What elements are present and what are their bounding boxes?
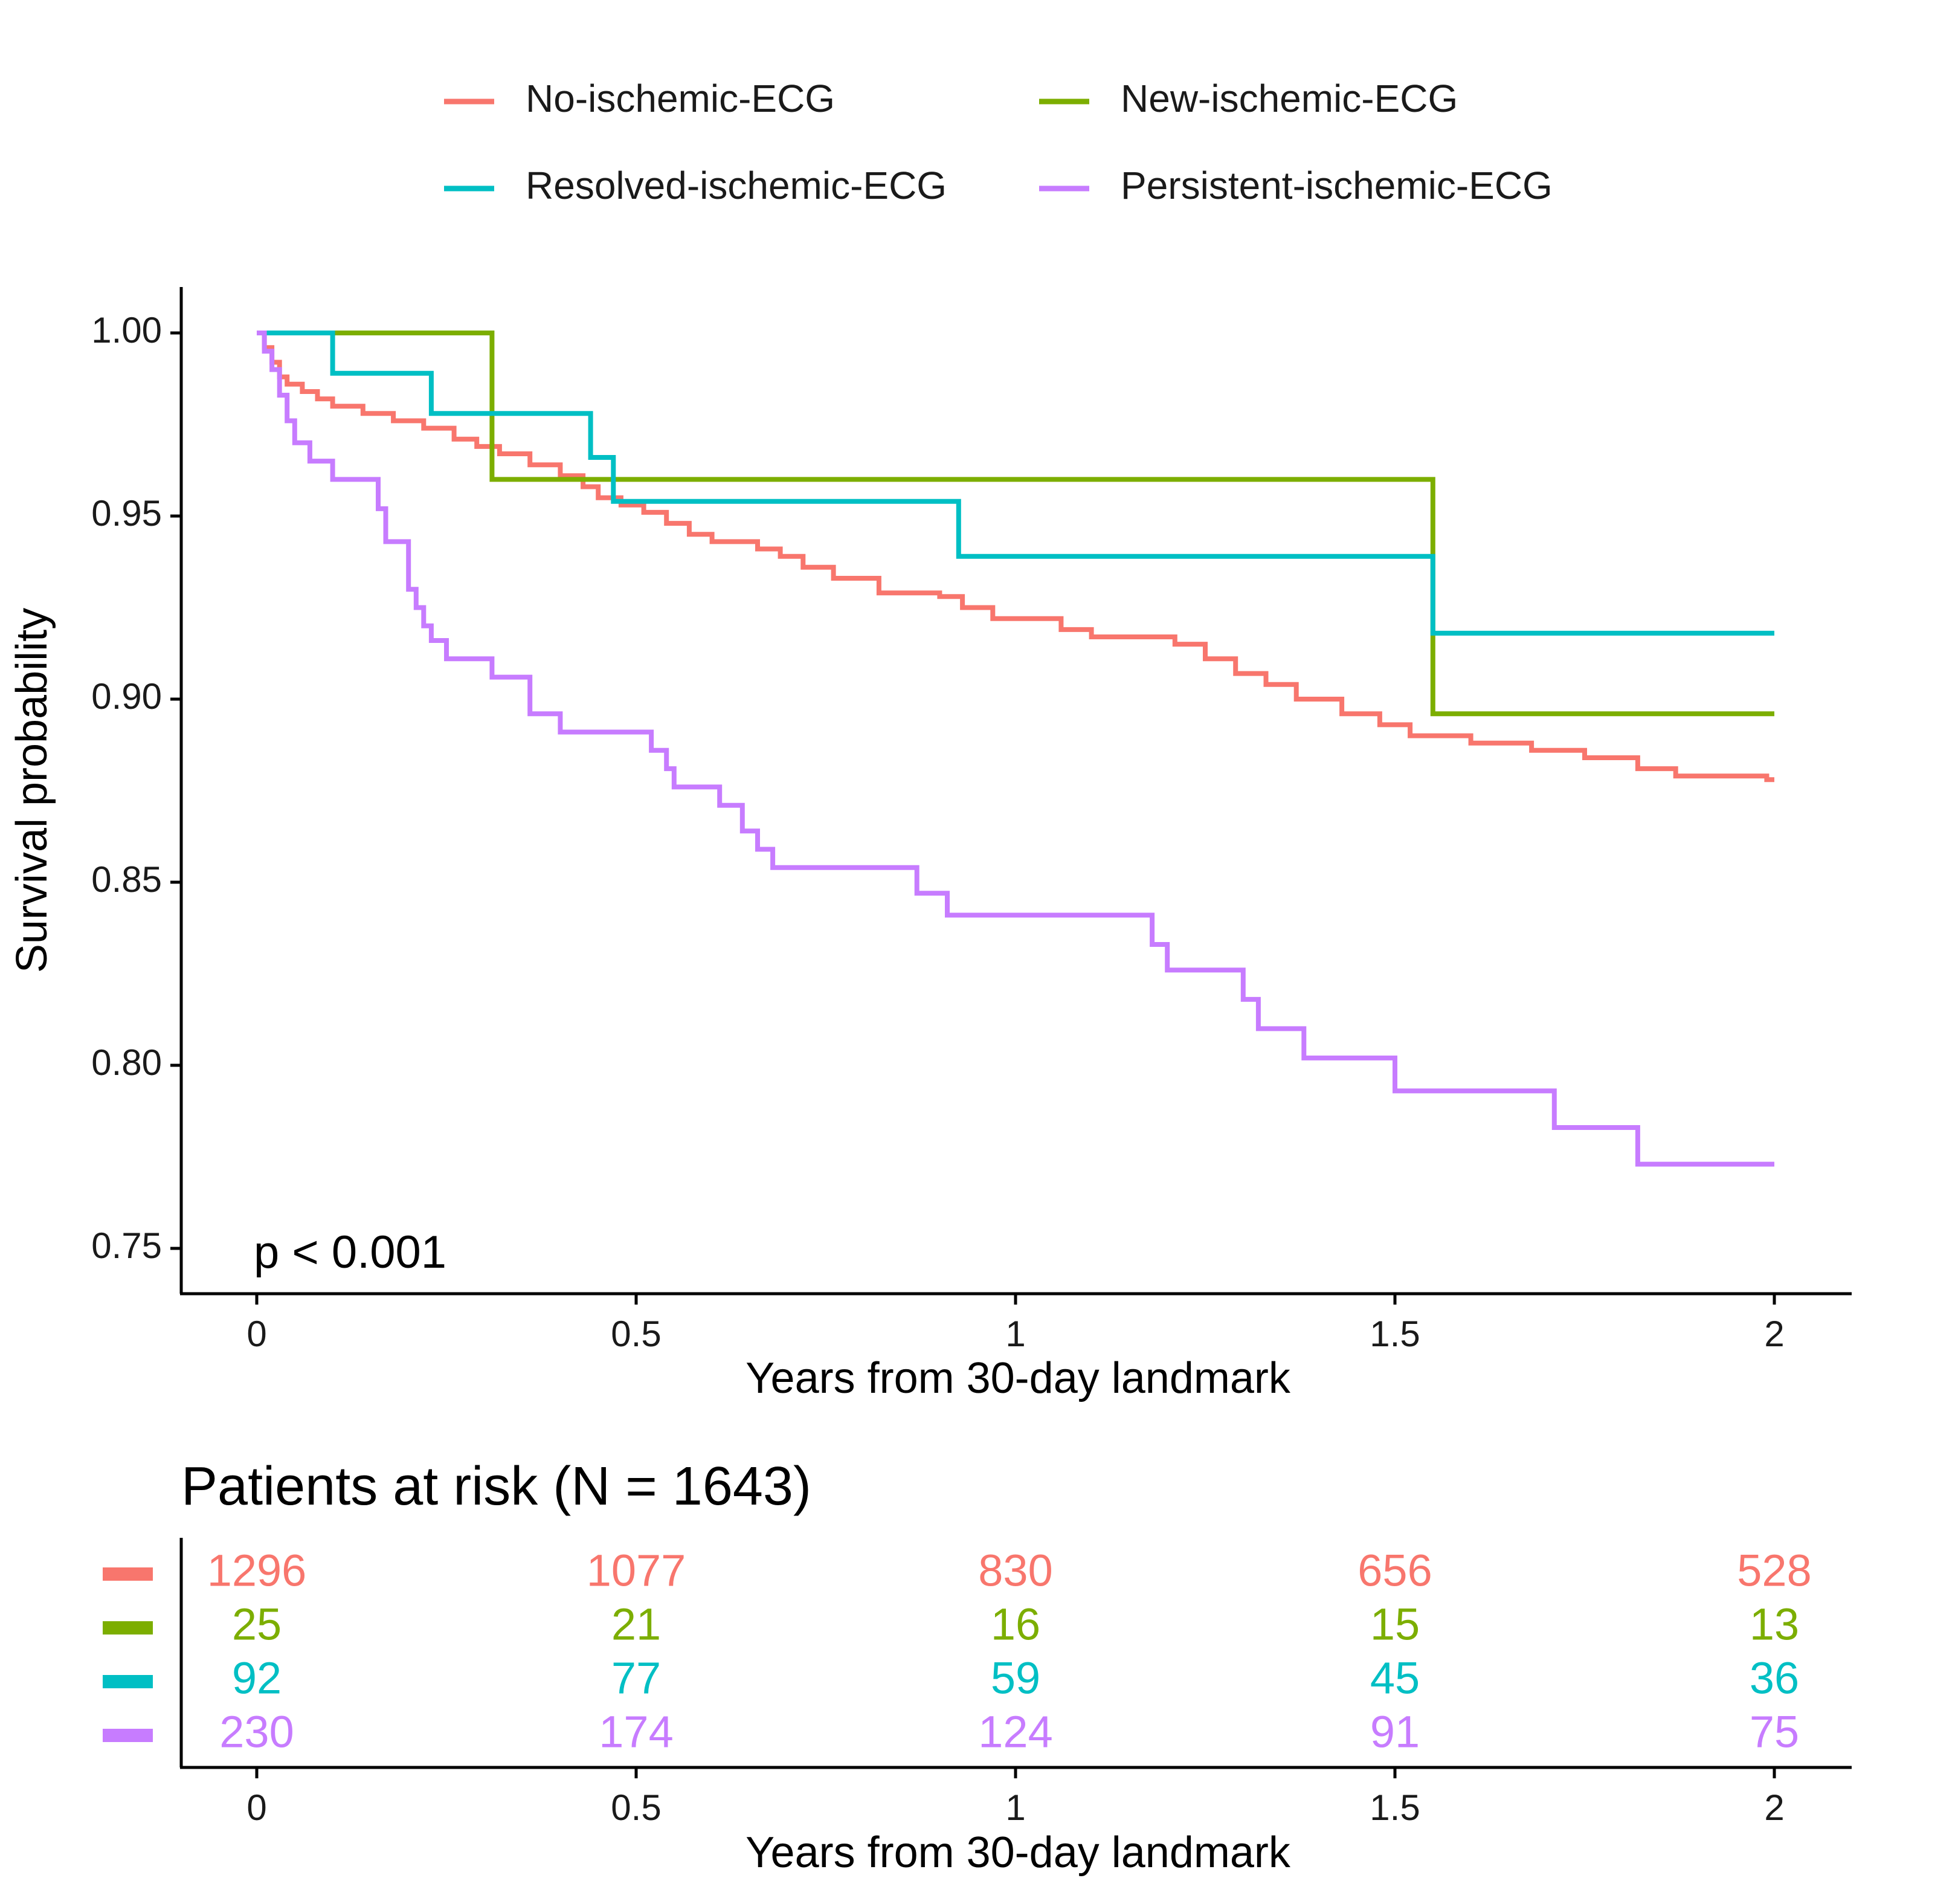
risk-x-axis-title: Years from 30-day landmark	[746, 1828, 1291, 1877]
y-tick-label: 1.00	[91, 310, 162, 350]
legend-label-resolved-ischemic: Resolved-ischemic-ECG	[526, 164, 947, 207]
y-axis-title: Survival probability	[8, 608, 56, 973]
x-axis-ticks: 0 0.5 1 1.5 2	[246, 1294, 1785, 1354]
risk-x-tick-label: 0.5	[611, 1787, 661, 1828]
x-tick-label: 1.5	[1370, 1314, 1420, 1354]
risk-value-resolved-ischemic-ecg: 45	[1370, 1653, 1420, 1703]
x-axis-title: Years from 30-day landmark	[746, 1354, 1291, 1402]
legend-entry-persistent-ischemic: Persistent-ischemic-ECG	[1039, 164, 1553, 207]
risk-x-tick-label: 1.5	[1370, 1787, 1420, 1828]
survival-curve-resolved-ischemic-ecg	[257, 331, 1774, 636]
y-tick-label: 0.85	[91, 859, 162, 900]
risk-value-new-ischemic-ecg: 21	[611, 1599, 661, 1650]
risk-value-no-ischemic-ecg: 1296	[207, 1546, 307, 1596]
risk-value-new-ischemic-ecg: 13	[1750, 1599, 1799, 1650]
y-tick-label: 0.95	[91, 493, 162, 534]
risk-value-new-ischemic-ecg: 16	[991, 1599, 1040, 1650]
risk-value-resolved-ischemic-ecg: 36	[1750, 1653, 1799, 1703]
survival-curve-no-ischemic-ecg	[257, 331, 1774, 783]
risk-table-values: 1296 1077 830 656 528 25 21 16 15 13 92 77 59 45 36 230…	[207, 1546, 1812, 1757]
survival-curves	[257, 331, 1774, 1167]
risk-value-persistent-ischemic-ecg: 174	[599, 1707, 673, 1757]
risk-table-title: Patients at risk (N = 1643)	[181, 1456, 811, 1517]
risk-x-tick-label: 2	[1764, 1787, 1784, 1828]
x-tick-label: 1	[1005, 1314, 1025, 1354]
risk-value-resolved-ischemic-ecg: 77	[611, 1653, 661, 1703]
survival-curve-persistent-ischemic-ecg	[257, 331, 1774, 1167]
risk-value-no-ischemic-ecg: 1077	[587, 1546, 686, 1596]
legend-entry-resolved-ischemic: Resolved-ischemic-ECG	[444, 164, 947, 207]
p-value-annotation: p < 0.001	[254, 1227, 446, 1278]
legend-label-new-ischemic: New-ischemic-ECG	[1121, 77, 1458, 120]
survival-plot: 0.75 0.80 0.85 0.90 0.95 1.00 0 0.5 1 1.5 2 Survi…	[8, 287, 1852, 1402]
y-tick-label: 0.90	[91, 676, 162, 717]
x-tick-label: 2	[1764, 1314, 1784, 1354]
risk-value-no-ischemic-ecg: 830	[978, 1546, 1052, 1596]
risk-table: Patients at risk (N = 1643) 1296 1077 830 6…	[103, 1456, 1852, 1877]
risk-value-persistent-ischemic-ecg: 230	[219, 1707, 294, 1757]
risk-value-resolved-ischemic-ecg: 59	[991, 1653, 1040, 1703]
risk-value-persistent-ischemic-ecg: 91	[1370, 1707, 1420, 1757]
legend-label-persistent-ischemic: Persistent-ischemic-ECG	[1121, 164, 1553, 207]
risk-value-new-ischemic-ecg: 15	[1370, 1599, 1420, 1650]
risk-x-tick-label: 0	[246, 1787, 266, 1828]
y-axis-ticks: 0.75 0.80 0.85 0.90 0.95 1.00	[91, 310, 181, 1266]
risk-table-swatches	[103, 1567, 153, 1742]
risk-value-persistent-ischemic-ecg: 75	[1750, 1707, 1799, 1757]
risk-x-tick-label: 1	[1005, 1787, 1025, 1828]
risk-value-no-ischemic-ecg: 528	[1737, 1546, 1811, 1596]
risk-value-no-ischemic-ecg: 656	[1357, 1546, 1432, 1596]
y-tick-label: 0.75	[91, 1225, 162, 1266]
risk-x-axis-ticks: 0 0.5 1 1.5 2	[246, 1767, 1785, 1828]
y-tick-label: 0.80	[91, 1042, 162, 1083]
x-tick-label: 0.5	[611, 1314, 661, 1354]
legend-entry-new-ischemic: New-ischemic-ECG	[1039, 77, 1458, 120]
x-tick-label: 0	[246, 1314, 266, 1354]
legend-label-no-ischemic: No-ischemic-ECG	[526, 77, 835, 120]
risk-value-new-ischemic-ecg: 25	[232, 1599, 282, 1650]
risk-value-persistent-ischemic-ecg: 124	[978, 1707, 1052, 1757]
survival-curve-new-ischemic-ecg	[257, 331, 1774, 717]
legend: No-ischemic-ECG New-ischemic-ECG Resolve…	[444, 77, 1553, 207]
risk-value-resolved-ischemic-ecg: 92	[232, 1653, 282, 1703]
legend-entry-no-ischemic: No-ischemic-ECG	[444, 77, 835, 120]
